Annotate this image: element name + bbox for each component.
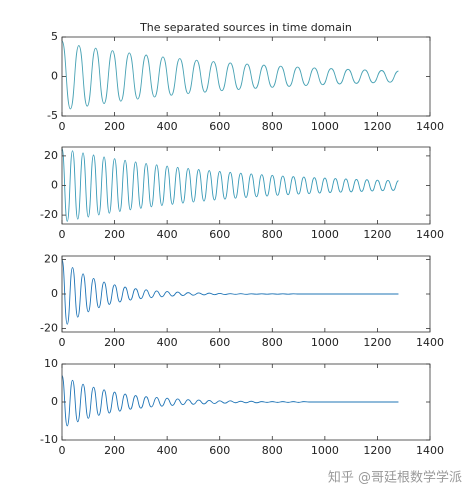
y-tick-label: 0 — [51, 70, 58, 83]
signal-line — [61, 148, 399, 222]
y-tick-label: -10 — [40, 433, 58, 446]
x-tick-label: 1200 — [363, 336, 391, 349]
watermark: 知乎 @哥廷根数学学派 — [328, 470, 462, 486]
x-tick-label: 200 — [104, 228, 125, 241]
x-tick-label: 400 — [157, 444, 178, 457]
y-tick-label: 0 — [51, 179, 58, 192]
x-tick-label: 1000 — [311, 120, 339, 133]
x-tick-label: 1200 — [363, 228, 391, 241]
y-tick-label: -5 — [47, 109, 58, 122]
x-tick-label: 800 — [262, 228, 283, 241]
x-tick-label: 600 — [209, 228, 230, 241]
x-tick-label: 1400 — [416, 120, 444, 133]
x-tick-label: 1000 — [311, 444, 339, 457]
x-tick-label: 1400 — [416, 444, 444, 457]
x-tick-label: 600 — [209, 336, 230, 349]
y-tick-label: 10 — [44, 357, 58, 370]
x-tick-label: 400 — [157, 336, 178, 349]
x-tick-label: 0 — [59, 444, 66, 457]
x-tick-label: 0 — [59, 228, 66, 241]
signal-line — [61, 374, 399, 427]
y-tick-label: -20 — [40, 322, 58, 335]
axes-frame — [61, 36, 431, 117]
y-tick-label: 20 — [44, 149, 58, 162]
x-tick-label: 400 — [157, 228, 178, 241]
x-tick-label: 1200 — [363, 444, 391, 457]
y-tick-label: 5 — [51, 30, 58, 43]
x-tick-label: 0 — [59, 120, 66, 133]
x-tick-label: 200 — [104, 120, 125, 133]
x-tick-label: 200 — [104, 444, 125, 457]
y-tick-label: 0 — [51, 395, 58, 408]
y-tick-label: 20 — [44, 252, 58, 265]
y-tick-label: 0 — [51, 287, 58, 300]
x-tick-label: 1000 — [311, 336, 339, 349]
x-tick-label: 1200 — [363, 120, 391, 133]
x-tick-label: 1400 — [416, 228, 444, 241]
signal-line — [61, 40, 399, 110]
x-tick-label: 0 — [59, 336, 66, 349]
y-tick-label: -20 — [40, 208, 58, 221]
x-tick-label: 800 — [262, 336, 283, 349]
x-tick-label: 600 — [209, 444, 230, 457]
signal-line — [61, 259, 399, 325]
chart-title: The separated sources in time domain — [139, 21, 352, 34]
x-tick-label: 800 — [262, 444, 283, 457]
x-tick-label: 200 — [104, 336, 125, 349]
x-tick-label: 600 — [209, 120, 230, 133]
x-tick-label: 800 — [262, 120, 283, 133]
x-tick-label: 1000 — [311, 228, 339, 241]
x-tick-label: 400 — [157, 120, 178, 133]
x-tick-label: 1400 — [416, 336, 444, 349]
